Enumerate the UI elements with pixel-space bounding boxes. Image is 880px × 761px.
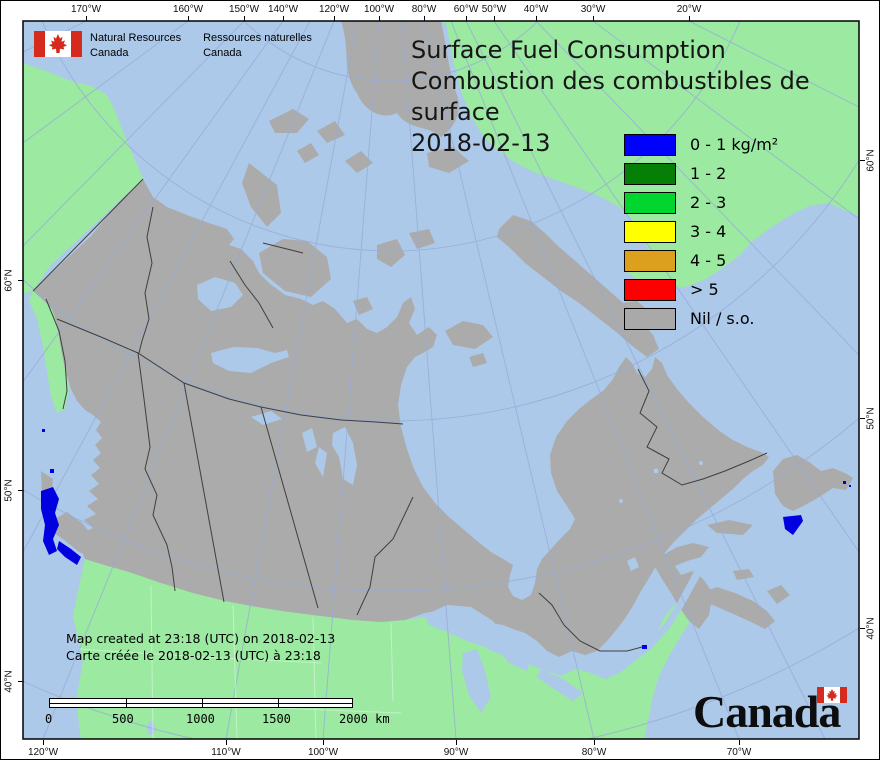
legend-label: 2 - 3 <box>690 193 727 212</box>
lon-label: 140°W <box>267 4 299 15</box>
lon-label: 20°W <box>676 4 702 15</box>
legend-row: 4 - 5 <box>624 246 778 275</box>
legend-label: 4 - 5 <box>690 251 727 270</box>
legend-row: > 5 <box>624 275 778 304</box>
lon-label: 110°W <box>211 747 241 758</box>
legend-row: 3 - 4 <box>624 217 778 246</box>
admin-borders <box>32 178 768 652</box>
lat-label: 50°N <box>3 479 15 502</box>
lat-label: 40°N <box>865 617 877 640</box>
lat-label: 60°N <box>3 269 15 292</box>
lon-label: 150°W <box>228 4 260 15</box>
lon-label: 40°W <box>523 4 549 15</box>
legend-row: Nil / s.o. <box>624 304 778 333</box>
scale-bar <box>49 698 353 708</box>
creation-note-en: Map created at 23:18 (UTC) on 2018-02-13 <box>66 631 336 646</box>
scale-label: 500 <box>112 712 134 726</box>
lat-label: 40°N <box>3 670 15 693</box>
logo-text-fr: Ressources naturelles Canada <box>203 32 312 59</box>
us-state-borders <box>78 585 402 739</box>
scale-label: 1000 <box>186 712 215 726</box>
creation-note-fr: Carte créée le 2018-02-13 (UTC) à 23:18 <box>66 648 321 663</box>
lon-label: 30°W <box>580 4 606 15</box>
legend-row: 0 - 1 kg/m² <box>624 130 778 159</box>
scale-label: 1500 <box>262 712 291 726</box>
lon-label: 170°W <box>70 4 102 15</box>
legend: 0 - 1 kg/m² 1 - 2 2 - 3 3 - 4 4 - 5 > 5 … <box>624 130 778 333</box>
title-date: 2018-02-13 <box>411 129 551 157</box>
title-fr: Combustion des combustibles de surface <box>411 67 810 126</box>
legend-label: 1 - 2 <box>690 164 727 183</box>
legend-row: 2 - 3 <box>624 188 778 217</box>
scale-label: 0 <box>45 712 53 726</box>
canada-flag-icon <box>34 31 82 57</box>
lakes <box>147 277 713 735</box>
legend-label: 0 - 1 kg/m² <box>690 135 779 154</box>
legend-swatch-1-2 <box>624 162 676 185</box>
legend-swatch-2-3 <box>624 191 676 214</box>
lon-label: 160°W <box>172 4 204 15</box>
canada-wordmark: Canada <box>693 686 841 737</box>
legend-label: > 5 <box>690 280 719 299</box>
lon-label: 80°W <box>411 4 437 15</box>
scale-label: 2000 km <box>339 712 390 726</box>
creation-note: Map created at 23:18 (UTC) on 2018-02-13… <box>66 630 335 664</box>
legend-swatch-3-4 <box>624 220 676 243</box>
lon-label: 120°W <box>318 4 350 15</box>
lon-label: 90°W <box>443 747 469 758</box>
lon-label: 60°W <box>453 4 479 15</box>
legend-swatch-gt5 <box>624 278 676 301</box>
lat-label: 50°N <box>865 407 877 430</box>
lon-label: 120°W <box>27 747 59 758</box>
legend-row: 1 - 2 <box>624 159 778 188</box>
legend-swatch-4-5 <box>624 249 676 272</box>
lon-label: 80°W <box>581 747 607 758</box>
legend-label: Nil / s.o. <box>690 309 755 328</box>
lon-label: 100°W <box>307 747 339 758</box>
map-title: Surface Fuel Consumption Combustion des … <box>411 35 879 159</box>
title-en: Surface Fuel Consumption <box>411 36 726 64</box>
lon-label: 70°W <box>726 747 752 758</box>
legend-swatch-nil <box>624 307 676 330</box>
legend-label: 3 - 4 <box>690 222 727 241</box>
lon-label: 50°W <box>481 4 507 15</box>
legend-swatch-0-1 <box>624 133 676 156</box>
lon-label: 100°W <box>363 4 395 15</box>
nrcan-logo: Natural Resources Canada Ressources natu… <box>34 31 312 61</box>
map-frame <box>22 20 860 740</box>
fuel-consumption-patches <box>41 429 851 649</box>
wordmark-flag-icon <box>817 687 847 703</box>
logo-text-en: Natural Resources Canada <box>90 32 182 59</box>
